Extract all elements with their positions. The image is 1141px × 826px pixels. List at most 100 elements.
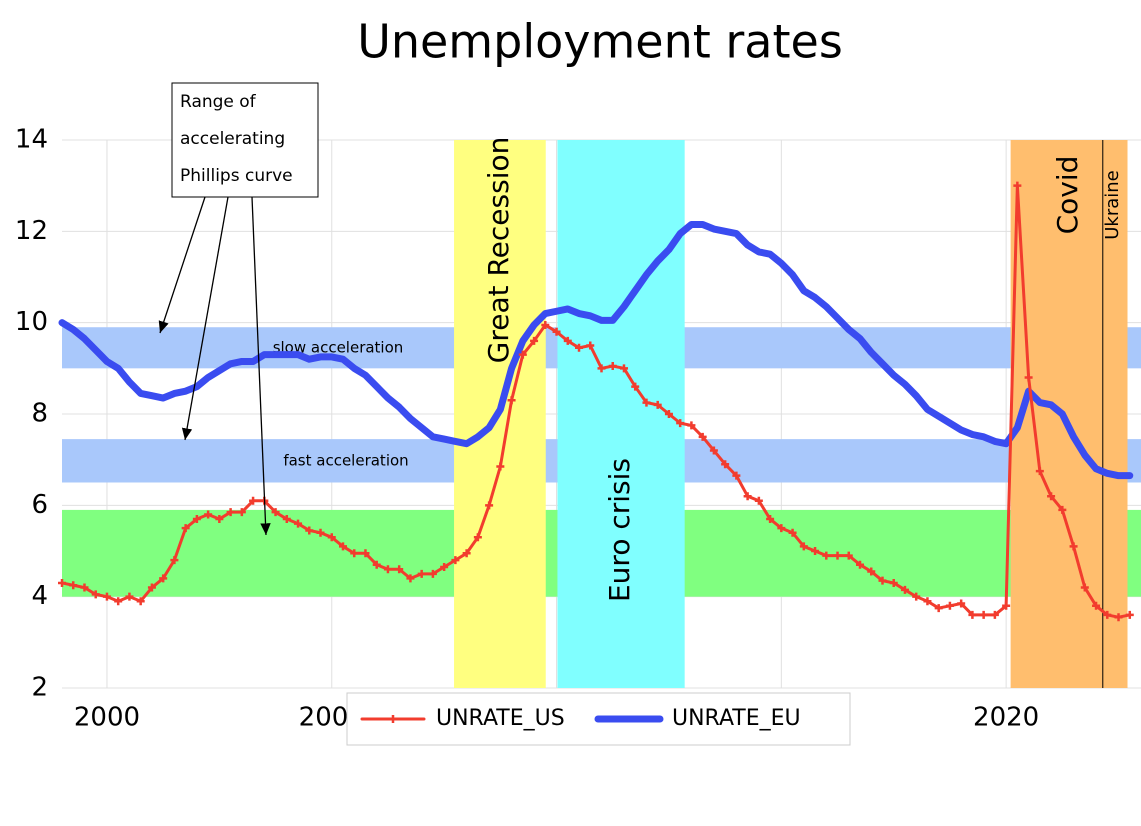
point-marker [282, 515, 291, 524]
point-marker [1114, 613, 1123, 622]
chart-title: Unemployment rates [357, 15, 843, 69]
point-marker [226, 508, 235, 517]
annotation-arrow [158, 196, 206, 334]
point-marker [249, 496, 258, 505]
x-tick-label: 2000 [74, 703, 140, 733]
point-marker [743, 492, 752, 501]
point-marker [204, 510, 213, 519]
point-marker [552, 327, 561, 336]
point-marker [799, 542, 808, 551]
point-marker [496, 462, 505, 471]
point-marker [979, 610, 988, 619]
point-marker [372, 560, 381, 569]
annotation-text: accelerating [180, 129, 285, 149]
band-label: slow acceleration [273, 338, 404, 356]
point-marker [451, 556, 460, 565]
annotation-text: Range of [180, 92, 257, 112]
point-marker [721, 460, 730, 469]
point-marker [945, 601, 954, 610]
point-marker [417, 569, 426, 578]
point-marker [619, 364, 628, 373]
point-marker [900, 585, 909, 594]
y-tick-label: 14 [15, 125, 48, 155]
point-marker [237, 508, 246, 517]
point-marker [80, 583, 89, 592]
point-marker [1069, 542, 1078, 551]
point-marker [125, 592, 134, 601]
point-marker [102, 592, 111, 601]
point-marker [766, 515, 775, 524]
point-marker [754, 496, 763, 505]
point-marker [1002, 601, 1011, 610]
point-marker [271, 508, 280, 517]
point-marker [440, 562, 449, 571]
point-marker [91, 590, 100, 599]
point-marker [934, 604, 943, 613]
y-tick-label: 8 [31, 399, 48, 429]
point-marker [1080, 583, 1089, 592]
point-marker [1103, 610, 1112, 619]
point-marker [968, 610, 977, 619]
point-marker [215, 515, 224, 524]
legend-label: UNRATE_US [436, 706, 565, 731]
point-marker [192, 515, 201, 524]
point-marker [159, 574, 168, 583]
point-marker [844, 551, 853, 560]
point-marker [777, 524, 786, 533]
point-marker [485, 501, 494, 510]
point-marker [608, 362, 617, 371]
event-label: Ukraine [1102, 170, 1123, 240]
point-marker [462, 549, 471, 558]
point-marker [788, 528, 797, 537]
point-marker [923, 597, 932, 606]
band-label: fast acceleration [283, 451, 408, 469]
point-marker [575, 343, 584, 352]
y-tick-label: 2 [31, 673, 48, 703]
point-marker [147, 583, 156, 592]
annotation-box [171, 82, 319, 198]
y-tick-label: 4 [31, 581, 48, 611]
point-marker [687, 421, 696, 430]
y-tick-label: 10 [15, 307, 48, 337]
point-marker [541, 320, 550, 329]
point-marker [1024, 373, 1033, 382]
period-label: Great Recession [482, 137, 515, 364]
point-marker [856, 560, 865, 569]
point-marker [181, 524, 190, 533]
period-shade [1010, 140, 1128, 688]
point-marker [653, 400, 662, 409]
point-marker [1125, 610, 1134, 619]
point-marker [631, 382, 640, 391]
point-marker [69, 581, 78, 590]
point-marker [338, 542, 347, 551]
point-marker [822, 551, 831, 560]
period-label: Covid [1051, 156, 1084, 235]
annotation-arrow [251, 196, 271, 536]
point-marker [518, 350, 527, 359]
annotation-arrow [181, 196, 229, 441]
point-marker [136, 597, 145, 606]
series-line [58, 220, 1134, 480]
point-marker [597, 364, 606, 373]
point-marker [1047, 492, 1056, 501]
point-marker [957, 599, 966, 608]
point-marker [912, 592, 921, 601]
point-marker [305, 526, 314, 535]
point-marker [114, 597, 123, 606]
point-marker [833, 551, 842, 560]
point-marker [1035, 467, 1044, 476]
y-tick-label: 12 [15, 216, 48, 246]
point-marker [316, 528, 325, 537]
annotation-text: Phillips curve [180, 166, 293, 186]
point-marker [698, 432, 707, 441]
point-marker [867, 567, 876, 576]
point-marker [350, 549, 359, 558]
point-marker [990, 610, 999, 619]
point-marker [473, 533, 482, 542]
point-marker [428, 569, 437, 578]
point-marker [1058, 505, 1067, 514]
point-marker [58, 578, 66, 587]
point-marker [395, 565, 404, 574]
point-marker [563, 336, 572, 345]
